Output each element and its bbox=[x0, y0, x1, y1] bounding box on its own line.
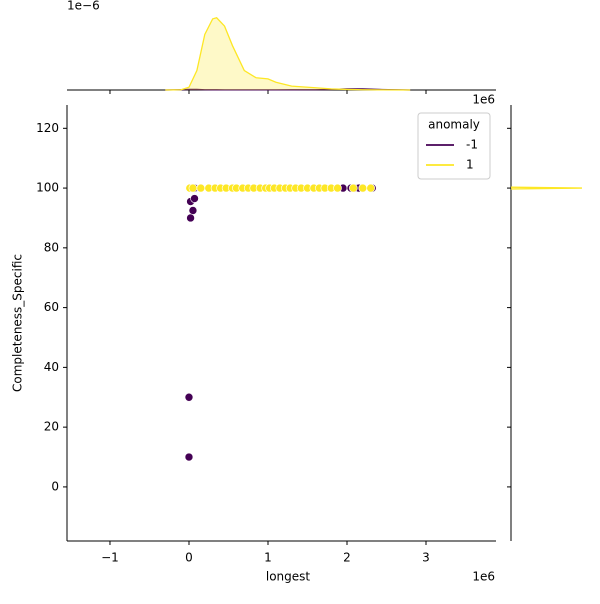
density-line bbox=[510, 186, 583, 190]
top-y-offset-label: 1e−6 bbox=[67, 0, 100, 13]
x-tick-label: −1 bbox=[101, 551, 119, 565]
point bbox=[349, 183, 358, 193]
legend-title: anomaly bbox=[428, 118, 480, 132]
x-tick-label: 1 bbox=[264, 551, 272, 565]
x-tick-label: 0 bbox=[185, 551, 193, 565]
point bbox=[333, 183, 342, 193]
y-tick-label: 0 bbox=[51, 479, 59, 493]
y-tick-label: 60 bbox=[44, 300, 59, 314]
point bbox=[190, 194, 199, 203]
point bbox=[366, 183, 375, 193]
density-area bbox=[165, 17, 411, 90]
point bbox=[358, 183, 368, 193]
point bbox=[188, 206, 198, 215]
y-tick-label: 40 bbox=[44, 360, 59, 374]
density-line bbox=[165, 17, 411, 91]
point bbox=[196, 183, 206, 193]
y-axis-label: Completeness_Specific bbox=[11, 254, 25, 392]
y-tick-label: 80 bbox=[44, 240, 59, 254]
point bbox=[184, 392, 194, 402]
y-tick-label: 100 bbox=[36, 181, 59, 195]
legend-box bbox=[417, 112, 491, 180]
x-axis-label: longest bbox=[266, 570, 311, 584]
point bbox=[188, 183, 198, 193]
top-x-offset-label: 1e6 bbox=[472, 93, 495, 107]
y-tick-label: 120 bbox=[36, 121, 59, 135]
x-tick-label: 3 bbox=[422, 551, 430, 565]
point bbox=[186, 213, 195, 223]
legend-label: 1 bbox=[466, 158, 474, 172]
point bbox=[184, 452, 194, 462]
x-tick-label: 2 bbox=[343, 551, 351, 565]
x-offset-label: 1e6 bbox=[472, 570, 495, 584]
y-tick-label: 20 bbox=[44, 420, 59, 434]
legend-label: -1 bbox=[466, 138, 478, 152]
